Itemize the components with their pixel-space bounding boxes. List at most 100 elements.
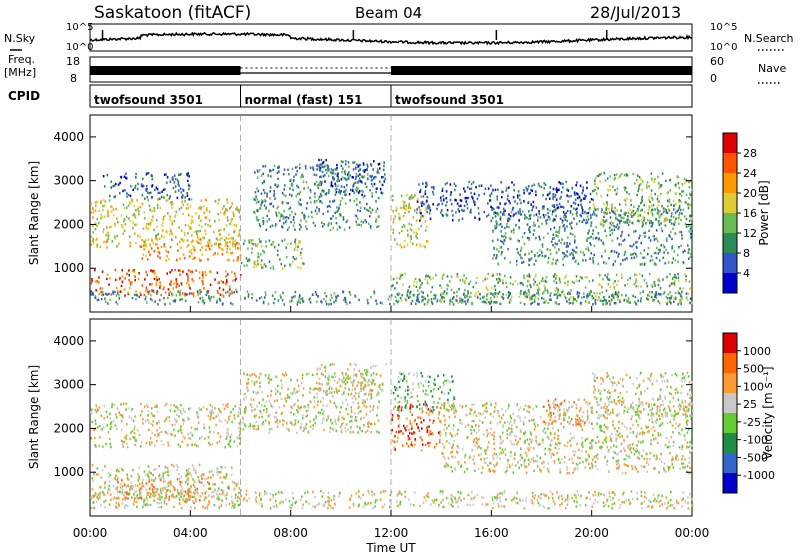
data-point (146, 273, 148, 277)
data-point (683, 215, 686, 218)
data-point (617, 279, 619, 283)
data-point (366, 299, 369, 302)
data-point (136, 187, 139, 191)
data-point (271, 224, 274, 227)
data-point (177, 181, 180, 184)
data-point (235, 288, 237, 291)
data-point (124, 189, 126, 192)
data-point (341, 170, 343, 174)
data-point (680, 230, 683, 234)
data-point (358, 426, 361, 429)
data-point (566, 209, 569, 213)
velocity-panel-frame (89, 318, 693, 517)
data-point (187, 473, 189, 476)
data-point (476, 296, 479, 299)
data-point (688, 257, 690, 260)
data-point (179, 445, 181, 448)
data-point (677, 279, 680, 282)
data-point (555, 198, 558, 201)
data-point (123, 218, 126, 221)
data-point (151, 299, 154, 302)
data-point (411, 427, 413, 430)
data-point (551, 237, 554, 241)
data-point (275, 213, 278, 217)
data-point (332, 200, 334, 203)
data-point (290, 242, 292, 245)
data-point (226, 273, 229, 276)
data-point (157, 255, 159, 258)
data-point (110, 498, 112, 501)
data-point (176, 413, 178, 416)
data-point (163, 500, 166, 504)
data-point (252, 390, 255, 394)
data-point (99, 245, 102, 249)
data-point (568, 302, 570, 305)
data-point (202, 282, 204, 286)
data-point (120, 419, 123, 423)
data-point (210, 409, 212, 412)
data-point (236, 259, 238, 262)
data-point (333, 177, 335, 180)
data-point (327, 417, 330, 420)
data-point (158, 426, 161, 430)
data-point (509, 282, 512, 285)
data-point (658, 223, 661, 227)
data-point (521, 261, 523, 264)
data-point (358, 177, 361, 180)
data-point (128, 415, 131, 418)
data-point (137, 234, 139, 237)
data-point (92, 208, 94, 211)
data-point (160, 477, 163, 480)
data-point (349, 362, 352, 366)
data-point (643, 210, 646, 214)
data-point (141, 257, 144, 260)
data-point (116, 486, 119, 489)
data-point (239, 442, 241, 445)
data-point (275, 223, 277, 226)
data-point (367, 381, 369, 384)
data-point (562, 206, 565, 209)
data-point (269, 428, 271, 431)
data-point (355, 363, 357, 367)
data-point (282, 173, 285, 176)
data-point (101, 287, 104, 290)
data-point (438, 441, 441, 444)
data-point (623, 216, 625, 220)
data-point (688, 204, 690, 207)
data-point (520, 289, 522, 293)
data-point (330, 181, 333, 184)
data-point (595, 176, 597, 180)
data-point (312, 165, 314, 169)
data-point (181, 440, 183, 443)
data-point (555, 281, 558, 284)
data-point (628, 301, 630, 304)
data-point (167, 441, 169, 444)
data-point (192, 248, 195, 251)
data-point (369, 163, 372, 166)
data-point (612, 282, 615, 285)
data-point (188, 417, 190, 421)
data-point (362, 400, 365, 403)
data-point (673, 204, 675, 208)
data-point (210, 476, 212, 479)
data-point (308, 298, 311, 301)
data-point (364, 392, 367, 396)
data-point (225, 283, 227, 286)
data-point (589, 192, 592, 196)
data-point (261, 390, 263, 394)
data-point (218, 246, 220, 249)
data-point (309, 301, 312, 304)
data-point (461, 298, 464, 302)
data-point (564, 218, 567, 221)
data-point (242, 242, 245, 245)
data-point (651, 212, 653, 215)
data-point (351, 189, 354, 192)
data-point (617, 219, 619, 222)
data-point (655, 293, 658, 296)
data-point (255, 420, 258, 424)
data-point (547, 291, 549, 294)
data-point (599, 299, 602, 302)
data-point (167, 489, 169, 492)
data-point (160, 245, 163, 248)
data-point (331, 185, 334, 188)
